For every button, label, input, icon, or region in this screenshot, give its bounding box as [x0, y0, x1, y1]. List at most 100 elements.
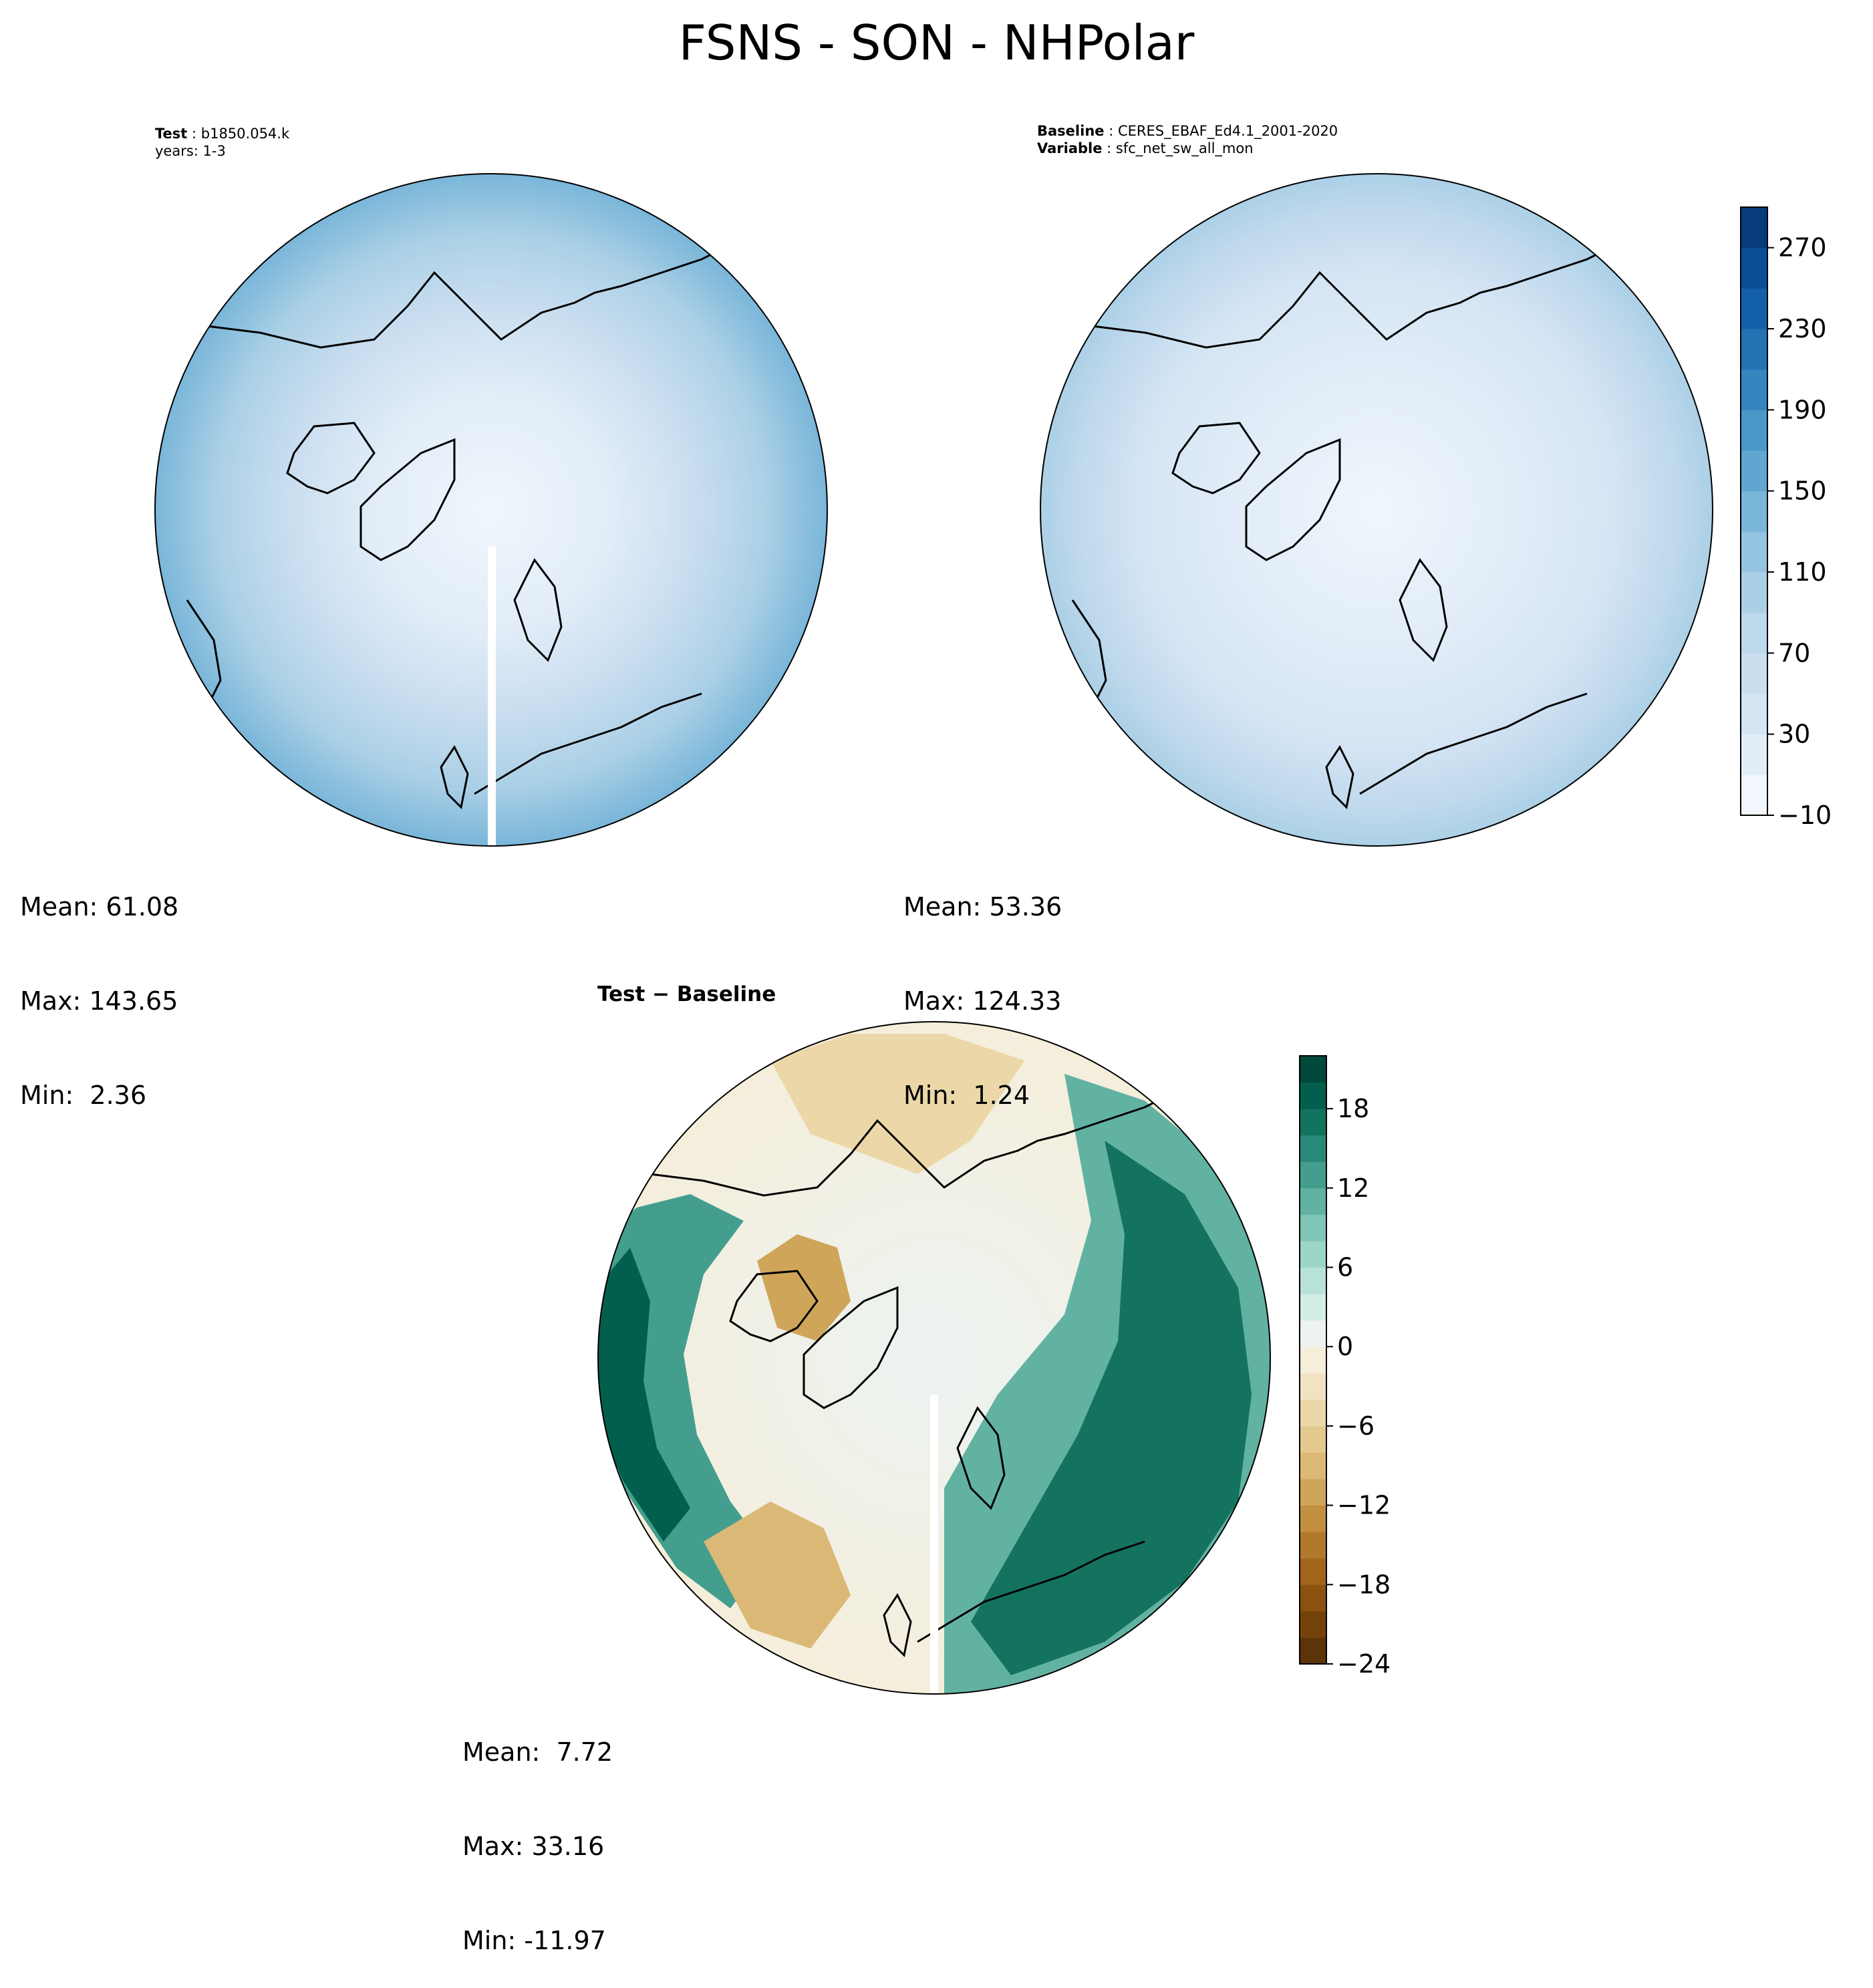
- top-colorbar-segment: [1741, 774, 1767, 816]
- diff-negative-canada: [757, 1234, 851, 1341]
- diff-colorbar-segment: [1300, 1214, 1326, 1242]
- diff-mean: Mean: 7.72: [462, 1737, 613, 1767]
- diff-colorbar-segment: [1300, 1505, 1326, 1532]
- diff-colorbar-segment: [1300, 1479, 1326, 1506]
- top-colorbar-tick-label: −10: [1778, 801, 1832, 829]
- top-colorbar-segment: [1741, 531, 1767, 573]
- test-mean: Mean: 61.08: [20, 892, 179, 921]
- top-colorbar-segment: [1741, 207, 1767, 249]
- diff-colorbar-segment: [1300, 1056, 1326, 1083]
- diff-map: [597, 1021, 1271, 1695]
- diff-colorbar-segment: [1300, 1558, 1326, 1585]
- diff-missing-data-gap: [930, 1395, 938, 1695]
- diff-coast-canada: [729, 1270, 819, 1342]
- diff-colorbar-segment: [1300, 1320, 1326, 1347]
- top-colorbar-segment: [1741, 653, 1767, 694]
- diff-colorbar-segment: [1300, 1109, 1326, 1136]
- top-colorbar-tick-label: 270: [1778, 233, 1827, 263]
- baseline-map-field: [1040, 174, 1713, 846]
- diff-colorbar-segment: [1300, 1240, 1326, 1268]
- baseline-map: [1040, 173, 1713, 847]
- top-colorbar-segment: [1741, 329, 1767, 370]
- test-coast-europe: [474, 692, 702, 795]
- top-colorbar-segment: [1741, 694, 1767, 735]
- baseline-coast-alaska: [1071, 599, 1107, 708]
- diff-coast-scandinavia: [956, 1406, 1006, 1510]
- baseline-coast-scandinavia: [1399, 558, 1448, 662]
- diff-colorbar-segment: [1300, 1187, 1326, 1215]
- diff-stats: Mean: 7.72 Max: 33.16 Min: -11.97: [462, 1674, 613, 1988]
- diff-colorbar-tick-label: 6: [1337, 1253, 1353, 1282]
- variable-label: Variable: [1037, 140, 1103, 156]
- diff-colorbar-tick-label: 0: [1337, 1332, 1353, 1361]
- test-max: Max: 143.65: [20, 986, 178, 1016]
- diff-colorbar-segment: [1300, 1267, 1326, 1294]
- diff-coast-britain: [883, 1593, 912, 1658]
- diff-coast-europe: [917, 1540, 1145, 1643]
- baseline-stats: Mean: 53.36 Max: 124.33 Min: 1.24: [903, 829, 1062, 1143]
- diff-max: Max: 33.16: [462, 1832, 605, 1861]
- test-map-field: [155, 174, 827, 846]
- test-coast-greenland: [359, 438, 456, 561]
- diff-colorbar-segment: [1300, 1399, 1326, 1427]
- diff-negative-north: [770, 1034, 1024, 1174]
- diff-colorbar-tick-label: 12: [1337, 1173, 1369, 1203]
- diff-colorbar-tick-label: −18: [1337, 1570, 1391, 1599]
- diff-colorbar-segment: [1300, 1425, 1326, 1453]
- top-colorbar-segment: [1741, 410, 1767, 451]
- diff-colorbar-segment: [1300, 1346, 1326, 1374]
- diff-colorbar-tick-label: −24: [1337, 1649, 1391, 1677]
- test-coast-canada: [286, 422, 376, 494]
- baseline-dataset: CERES_EBAF_Ed4.1_2001-2020: [1117, 123, 1338, 139]
- baseline-coast-britain: [1325, 745, 1354, 810]
- diff-panel-title: Test − Baseline: [597, 982, 776, 1006]
- baseline-coast-europe: [1359, 692, 1588, 795]
- diff-negative-southwest: [704, 1502, 851, 1649]
- diff-coast-greenland: [803, 1286, 899, 1409]
- baseline-label: Baseline: [1037, 123, 1105, 139]
- diff-colorbar-segment: [1300, 1161, 1326, 1189]
- test-min: Min: 2.36: [20, 1081, 146, 1110]
- top-colorbar-segment: [1741, 612, 1767, 654]
- test-panel-header: Test : b1850.054.k years: 1-3: [155, 126, 290, 159]
- diff-colorbar-tick-label: −12: [1337, 1491, 1391, 1520]
- baseline-coast-canada: [1171, 422, 1261, 494]
- diff-colorbar-segment: [1300, 1135, 1326, 1162]
- test-coast-alaska: [186, 599, 222, 708]
- variable-name: sfc_net_sw_all_mon: [1115, 140, 1254, 156]
- top-colorbar-segment: [1741, 734, 1767, 775]
- diff-colorbar-segment: [1300, 1373, 1326, 1400]
- diff-colorbar-segment: [1300, 1294, 1326, 1321]
- baseline-panel-header: Baseline : CERES_EBAF_Ed4.1_2001-2020 Va…: [1037, 123, 1338, 156]
- test-coast-britain: [440, 745, 469, 810]
- top-colorbar-segment: [1741, 247, 1767, 289]
- top-colorbar-tick-label: 30: [1778, 720, 1810, 749]
- test-stats: Mean: 61.08 Max: 143.65 Min: 2.36: [20, 829, 178, 1143]
- top-colorbar-segment: [1741, 572, 1767, 613]
- top-colorbar-frame: [1740, 206, 1768, 816]
- diff-colorbar-segment: [1300, 1637, 1326, 1665]
- test-years: years: 1-3: [155, 143, 226, 159]
- diff-colorbar-tick-label: 18: [1337, 1094, 1369, 1123]
- diff-colorbar-segment: [1300, 1082, 1326, 1109]
- figure-title: FSNS - SON - NHPolar: [678, 15, 1195, 71]
- diff-colorbar-segment: [1300, 1452, 1326, 1479]
- top-colorbar-segment: [1741, 450, 1767, 492]
- diff-colorbar-segment: [1300, 1532, 1326, 1559]
- top-colorbar-tick-label: 110: [1778, 557, 1827, 587]
- baseline-mean: Mean: 53.36: [903, 892, 1062, 921]
- top-colorbar-segment: [1741, 288, 1767, 329]
- baseline-min: Min: 1.24: [903, 1081, 1030, 1110]
- top-colorbar-tick-label: 70: [1778, 638, 1810, 668]
- diff-colorbar: −24 −18 −12 −6 0 6 12 18: [1299, 1055, 1391, 1677]
- diff-colorbar-tick-label: −6: [1337, 1411, 1375, 1441]
- diff-min: Min: -11.97: [462, 1926, 606, 1955]
- baseline-coast-greenland: [1245, 438, 1341, 561]
- test-map: [154, 173, 828, 847]
- diff-colorbar-segment: [1300, 1584, 1326, 1612]
- test-coast-scandinavia: [513, 558, 563, 662]
- diff-strong-positive-west: [598, 1248, 690, 1542]
- top-colorbar-segment: [1741, 490, 1767, 532]
- top-colorbar-segment: [1741, 369, 1767, 410]
- top-colorbar: −10 30 70 110 150 190 230 270: [1740, 206, 1832, 829]
